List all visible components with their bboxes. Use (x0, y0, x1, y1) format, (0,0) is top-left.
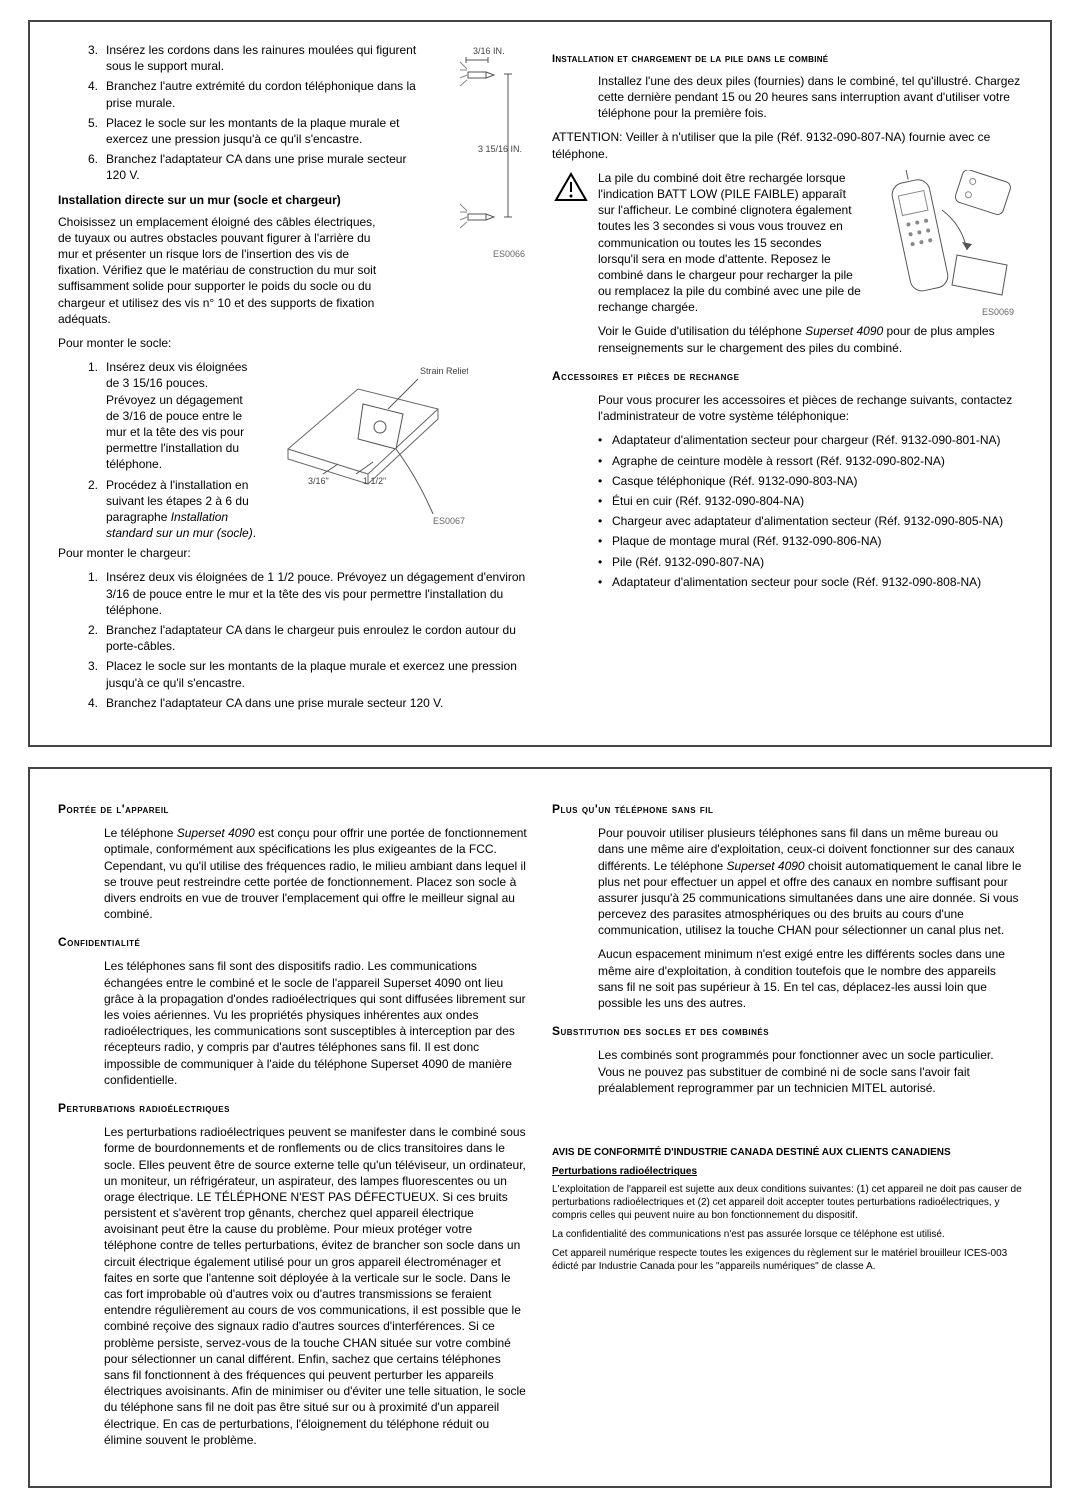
accessory-item-1: Adaptateur d'alimentation secteur pour c… (598, 432, 1022, 448)
battery-heading: Installation et chargement de la pile da… (552, 52, 1022, 67)
charger-step-2: 2.Branchez l'adaptateur CA dans le charg… (88, 622, 528, 654)
fig1-caption: ES0066 (493, 249, 525, 259)
legal-para3: Cet appareil numérique respecte toutes l… (552, 1247, 1022, 1273)
accessory-item-5: Chargeur avec adaptateur d'alimentation … (598, 513, 1022, 529)
range-para: Le téléphone Superset 4090 est conçu pou… (58, 825, 528, 922)
legal-para1: L'exploitation de l'appareil est sujette… (552, 1183, 1022, 1222)
accessories-heading: Accessoires et pièces de rechange (552, 368, 1022, 384)
install-step-2: 4.Branchez l'autre extrémité du cordon t… (88, 78, 428, 110)
right-column: Installation et chargement de la pile da… (552, 42, 1022, 715)
install-direct-heading: Installation directe sur un mur (socle e… (58, 192, 428, 208)
battery-para1: Installez l'une des deux piles (fournies… (552, 73, 1022, 122)
accessory-item-2: Agraphe de ceinture modèle à ressort (Ré… (598, 453, 1022, 469)
legal-subtitle: Perturbations radioélectriques (552, 1165, 1022, 1179)
charger-step-3: 3.Placez le socle sur les montants de la… (88, 658, 528, 690)
accessories-intro: Pour vous procurer les accessoires et pi… (552, 392, 1022, 424)
multiphone-para1: Pour pouvoir utiliser plusieurs téléphon… (552, 825, 1022, 938)
fig2-b-label: 1 1/2" (363, 476, 386, 486)
install-step-3: 5.Placez le socle sur les montants de la… (88, 115, 428, 147)
legal-para2: La confidentialité des communications n'… (552, 1228, 1022, 1241)
accessory-item-4: Étui en cuir (Réf. 9132-090-804-NA) (598, 493, 1022, 509)
mount-base-step-1: Insérez deux vis éloignées de 3 15/16 po… (106, 359, 258, 472)
lower-left-column: Portée de l'appareil Le téléphone Supers… (58, 789, 528, 1456)
substitution-heading: Substitution des socles et des combinés (552, 1023, 1022, 1039)
left-column: 3.Insérez les cordons dans les rainures … (58, 42, 528, 715)
warning-icon (552, 170, 590, 204)
range-heading: Portée de l'appareil (58, 801, 528, 817)
battery-attention: ATTENTION: Veiller à n'utiliser que la p… (552, 129, 1022, 161)
figure-charger-mount: Strain Relief 3/16" 1 1/2" ES0067 (268, 359, 468, 529)
mount-base-step-2: Procédez à l'installation en suivant les… (106, 477, 258, 542)
figure-handset-battery: ES0069 (872, 170, 1022, 320)
fig2-caption: ES0067 (433, 516, 465, 526)
fig3-caption: ES0069 (982, 307, 1014, 317)
charger-step-4: 4.Branchez l'adaptateur CA dans une pris… (88, 695, 528, 711)
battery-warning-text: La pile du combiné doit être rechargée l… (598, 170, 864, 316)
multiphone-heading: Plus qu'un téléphone sans fil (552, 801, 1022, 817)
upper-page: 3.Insérez les cordons dans les rainures … (28, 20, 1052, 747)
install-direct-para: Choisissez un emplacement éloigné des câ… (58, 214, 378, 327)
install-step-4: 6.Branchez l'adaptateur CA dans une pris… (88, 151, 428, 183)
charger-step-1: 1.Insérez deux vis éloignées de 1 1/2 po… (88, 569, 528, 618)
mount-base-intro: Pour monter le socle: (58, 335, 528, 351)
substitution-para: Les combinés sont programmés pour foncti… (552, 1047, 1022, 1096)
fig1-top-label: 3/16 IN. (473, 46, 505, 56)
mount-charger-intro: Pour monter le chargeur: (58, 545, 528, 561)
accessory-item-8: Adaptateur d'alimentation secteur pour s… (598, 574, 1022, 590)
figure-wall-screws: 3/16 IN. 3 15/16 IN. (438, 42, 528, 262)
multiphone-para2: Aucun espacement minimum n'est exigé ent… (552, 946, 1022, 1011)
accessory-item-6: Plaque de montage mural (Réf. 9132-090-8… (598, 533, 1022, 549)
fig2-a-label: 3/16" (308, 476, 329, 486)
fig1-mid-label: 3 15/16 IN. (478, 144, 522, 154)
interference-heading: Perturbations radioélectriques (58, 1100, 528, 1116)
fig2-relief-label: Strain Relief (420, 366, 468, 376)
battery-para3: Voir le Guide d'utilisation du téléphone… (552, 323, 1022, 355)
confidentiality-para: Les téléphones sans fil sont des disposi… (58, 958, 528, 1088)
confidentiality-heading: Confidentialité (58, 934, 528, 950)
accessory-item-7: Pile (Réf. 9132-090-807-NA) (598, 554, 1022, 570)
install-step-1: 3.Insérez les cordons dans les rainures … (88, 42, 428, 74)
lower-page: Portée de l'appareil Le téléphone Supers… (28, 767, 1052, 1488)
lower-right-column: Plus qu'un téléphone sans fil Pour pouvo… (552, 789, 1022, 1456)
interference-para: Les perturbations radioélectriques peuve… (58, 1124, 528, 1448)
legal-title: AVIS DE CONFORMITÉ D'INDUSTRIE CANADA DE… (552, 1146, 1022, 1160)
accessory-item-3: Casque téléphonique (Réf. 9132-090-803-N… (598, 473, 1022, 489)
